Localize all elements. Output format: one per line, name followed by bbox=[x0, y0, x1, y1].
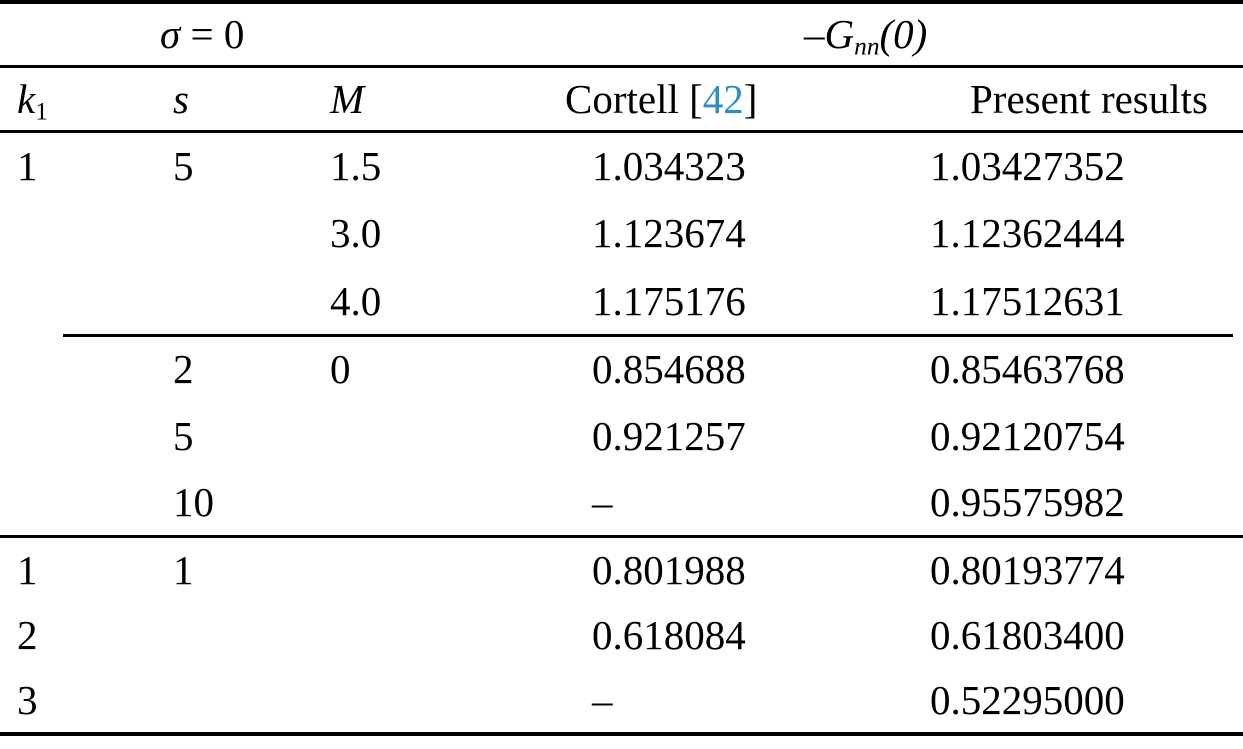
column-header-present-results: Present results bbox=[908, 66, 1243, 133]
gnn-expression: –Gnn(0) bbox=[804, 11, 928, 59]
gnn-symbol: G bbox=[824, 11, 855, 58]
cell-k1 bbox=[0, 267, 1233, 337]
minus-sign: – bbox=[804, 11, 825, 58]
cell-m bbox=[312, 402, 545, 469]
sigma-equation-rest: = 0 bbox=[180, 11, 245, 58]
cell-present: 0.61803400 bbox=[930, 612, 1125, 658]
cell-k1: 2 bbox=[17, 612, 38, 658]
table-row: 3 – 0.52295000 bbox=[0, 668, 1243, 734]
table-row: 5 0.921257 0.92120754 bbox=[0, 402, 1243, 469]
cell-present: 0.95575982 bbox=[908, 469, 1243, 538]
cell-m: 1.5 bbox=[330, 142, 382, 189]
cell-k1: 1 bbox=[17, 546, 38, 593]
cell-s bbox=[156, 668, 312, 734]
cell-s: 5 bbox=[173, 142, 194, 189]
cell-cortell: 0.801988 bbox=[592, 546, 746, 593]
table-row: 1 1 0.801988 0.80193774 bbox=[0, 536, 1243, 602]
cell-cortell: 1.175176 bbox=[592, 278, 746, 324]
sigma-symbol: σ bbox=[160, 11, 181, 58]
cell-m bbox=[312, 668, 545, 734]
cell-k1 bbox=[0, 335, 156, 402]
cell-cortell: 1.123674 bbox=[592, 210, 746, 256]
cell-s bbox=[156, 199, 312, 267]
gnn-argument: (0) bbox=[879, 11, 928, 58]
citation-link-42[interactable]: 42 bbox=[702, 75, 744, 122]
spanner-header-row: σ = 0 –Gnn(0) bbox=[0, 2, 1243, 68]
cell-m: 0 bbox=[330, 345, 351, 392]
column-header-cortell: Cortell [42] bbox=[545, 66, 908, 133]
cell-cortell: 0.854688 bbox=[592, 345, 746, 392]
cell-m bbox=[312, 469, 545, 538]
cell-s bbox=[156, 267, 312, 335]
cell-cortell: – bbox=[592, 677, 613, 723]
cell-k1 bbox=[0, 469, 156, 538]
cell-m bbox=[312, 536, 545, 602]
cell-present: 1.17512631 bbox=[930, 278, 1125, 324]
column-header-row: k1 s M Cortell [42] Present results bbox=[0, 66, 1243, 133]
gnn-subscript: nn bbox=[854, 32, 880, 61]
sigma-spanner-header: σ = 0 bbox=[0, 2, 545, 68]
cell-k1 bbox=[0, 402, 156, 469]
cell-m bbox=[312, 602, 545, 668]
column-header-s: s bbox=[156, 66, 312, 133]
cell-s: 5 bbox=[173, 412, 194, 459]
table-row: 3.0 1.123674 1.12362444 bbox=[0, 199, 1243, 267]
cell-k1: 3 bbox=[17, 677, 38, 723]
cell-present: 1.12362444 bbox=[930, 210, 1125, 256]
table-row: 2 0 0.854688 0.85463768 bbox=[0, 335, 1243, 402]
cell-cortell: 1.034323 bbox=[592, 142, 746, 189]
column-header-k1: k1 bbox=[0, 66, 156, 133]
table-row: 10 – 0.95575982 bbox=[0, 469, 1243, 538]
cell-cortell: 0.921257 bbox=[592, 412, 746, 459]
gnn-spanner-header: –Gnn(0) bbox=[545, 2, 1243, 68]
table-row: 1 5 1.5 1.034323 1.03427352 bbox=[0, 131, 1243, 199]
cell-present: 0.92120754 bbox=[930, 412, 1125, 459]
cell-cortell: – bbox=[545, 469, 908, 538]
cell-s bbox=[156, 602, 312, 668]
cell-cortell: 0.618084 bbox=[592, 612, 746, 658]
cell-m: 3.0 bbox=[330, 210, 382, 256]
table-row: 4.0 1.175176 1.17512631 bbox=[0, 267, 1243, 337]
cell-present: 0.52295000 bbox=[930, 677, 1125, 723]
table-row: 2 0.618084 0.61803400 bbox=[0, 602, 1243, 668]
cell-present: 1.03427352 bbox=[930, 142, 1125, 189]
cell-s: 1 bbox=[173, 546, 194, 593]
cell-s: 2 bbox=[173, 345, 194, 392]
cell-s: 10 bbox=[156, 469, 312, 538]
cell-present: 0.80193774 bbox=[930, 546, 1125, 593]
column-header-m: M bbox=[312, 66, 545, 133]
cell-present: 0.85463768 bbox=[930, 345, 1125, 392]
cell-m: 4.0 bbox=[330, 278, 382, 324]
cell-k1 bbox=[0, 199, 156, 267]
cell-k1: 1 bbox=[17, 142, 38, 189]
